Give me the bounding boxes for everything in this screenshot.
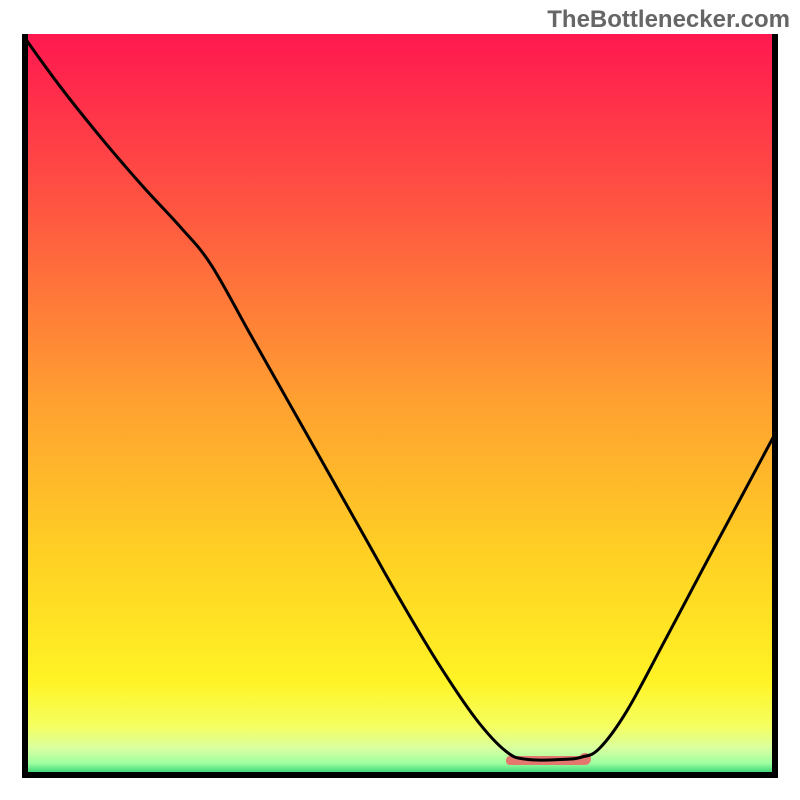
watermark-text: TheBottlenecker.com xyxy=(547,6,790,34)
plot-area xyxy=(22,34,778,778)
curve-svg xyxy=(22,34,778,778)
chart-container: TheBottlenecker.com xyxy=(0,0,800,800)
bottleneck-curve xyxy=(22,34,778,760)
